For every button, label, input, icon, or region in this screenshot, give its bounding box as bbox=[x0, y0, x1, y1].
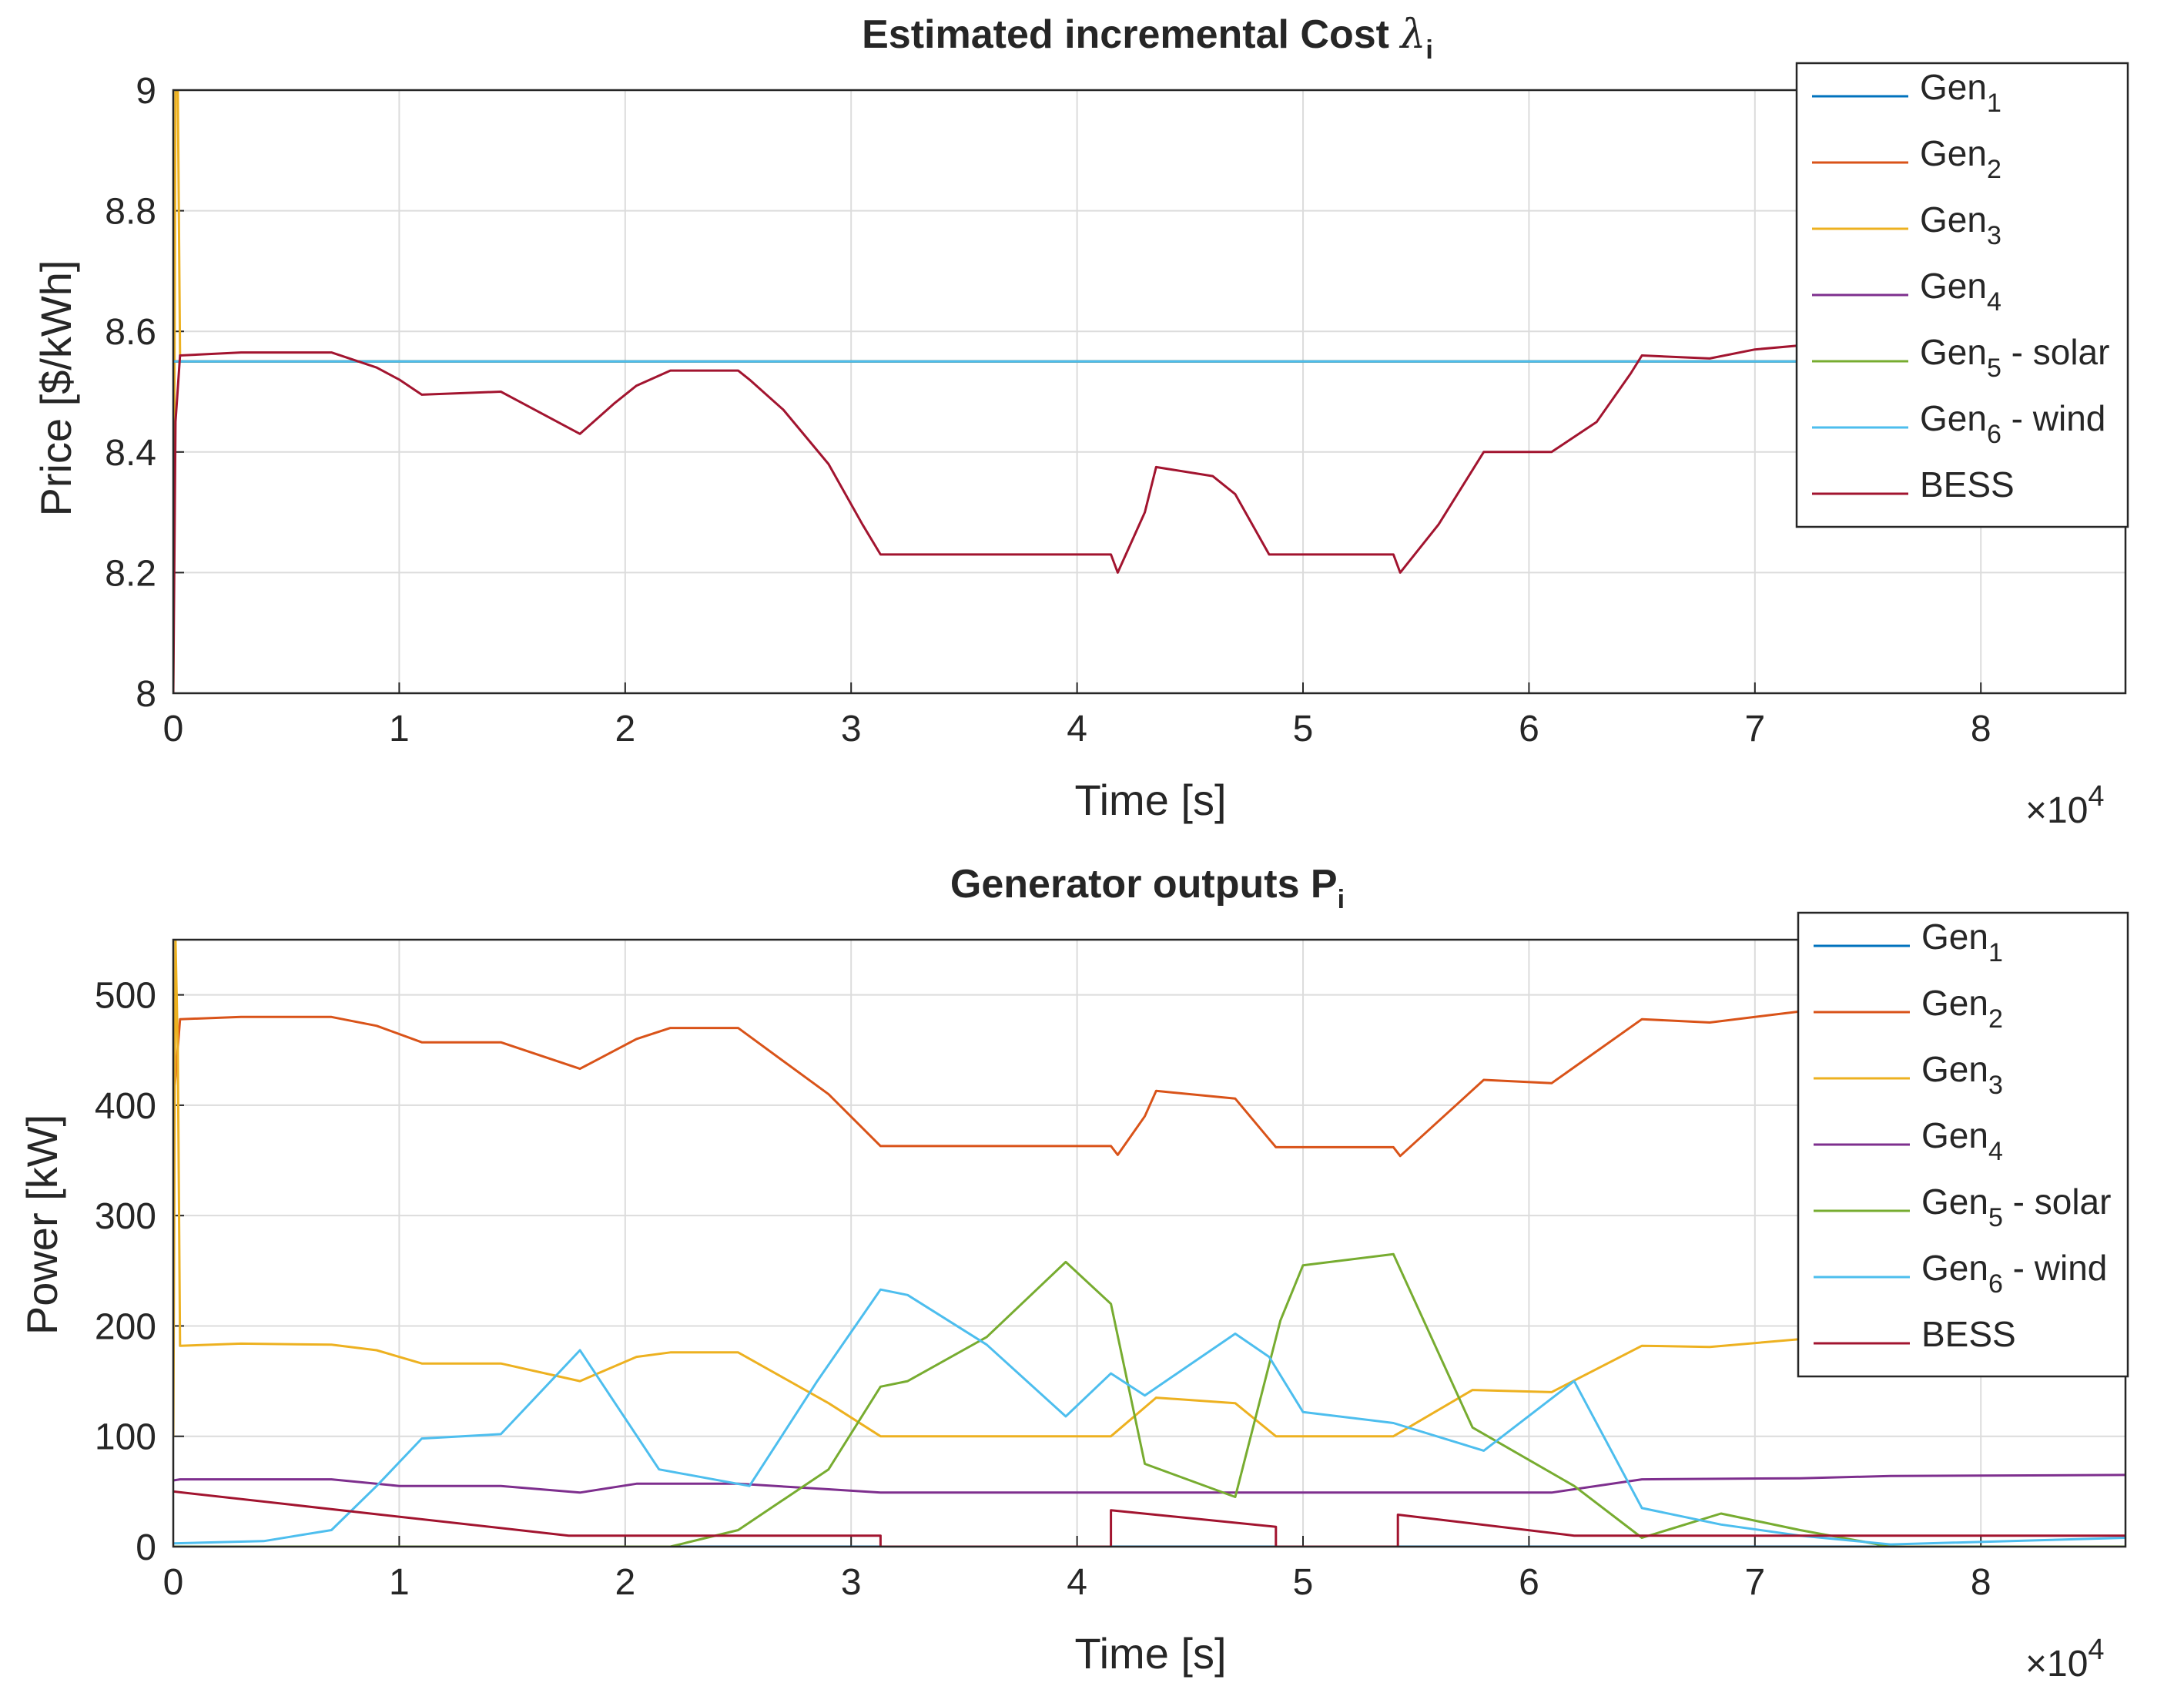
power-legend-entry: Gen6 - wind bbox=[1921, 1248, 2107, 1299]
power-y-tick-label: 500 bbox=[95, 976, 156, 1017]
power-x-multiplier: ×104 bbox=[2025, 1634, 2105, 1685]
price-legend-entry: Gen2 bbox=[1920, 133, 2001, 184]
power-x-tick-label: 0 bbox=[163, 1562, 184, 1603]
price-y-axis-label: Price [$/kWh] bbox=[32, 260, 80, 517]
power-legend-entry: Gen5 - solar bbox=[1921, 1182, 2111, 1232]
lambda-symbol: λ bbox=[1398, 12, 1425, 58]
power-legend-entry: Gen1 bbox=[1921, 917, 2003, 967]
power-y-tick-label: 200 bbox=[95, 1306, 156, 1347]
power-x-tick-label: 1 bbox=[389, 1562, 410, 1603]
price-legend-entry: Gen5 - solar bbox=[1920, 332, 2109, 383]
power-x-tick-label: 7 bbox=[1744, 1562, 1765, 1603]
price-chart-title: Estimated incremental Cost λi bbox=[862, 12, 1433, 65]
power-series-gen6-line bbox=[173, 1288, 2125, 1546]
power-x-tick-label: 2 bbox=[615, 1562, 635, 1603]
power-series-gen5-line bbox=[173, 1252, 2125, 1547]
power-chart: Generator outputs Pi 0 1 2 3 4 5 6 7 8 0 100 200 300… bbox=[18, 862, 2129, 1685]
price-x-axis-label: Time [s] bbox=[1074, 776, 1226, 824]
price-legend-entry: Gen1 bbox=[1920, 67, 2001, 118]
power-series-gen3-line bbox=[173, 940, 2125, 1438]
power-y-tick-label: 300 bbox=[95, 1196, 156, 1237]
price-x-multiplier: ×104 bbox=[2025, 780, 2105, 831]
price-x-tick-label: 5 bbox=[1293, 709, 1314, 749]
price-x-tick-label: 0 bbox=[163, 709, 184, 749]
power-series-gen4-line bbox=[173, 1473, 2125, 1494]
price-legend-entry: Gen4 bbox=[1920, 266, 2001, 317]
power-x-tick-label: 4 bbox=[1067, 1562, 1087, 1603]
price-x-tick-label: 7 bbox=[1744, 709, 1765, 749]
power-legend: Gen1 Gen2 Gen3 Gen4 Gen5 - solar Gen6 - wind B… bbox=[1797, 911, 2129, 1378]
price-y-tick-label: 8.6 bbox=[105, 312, 156, 353]
power-y-tick-label: 400 bbox=[95, 1086, 156, 1127]
price-x-tick-label: 4 bbox=[1067, 709, 1087, 749]
power-legend-entry: BESS bbox=[1921, 1314, 2016, 1354]
power-y-axis-label: Power [kW] bbox=[18, 1115, 66, 1335]
power-series-gen2-line bbox=[173, 1007, 2125, 1158]
price-legend: Gen1 Gen2 Gen3 Gen4 Gen5 - solar Gen6 - wind B… bbox=[1795, 62, 2129, 528]
price-y-tick-label: 8.4 bbox=[105, 433, 156, 474]
title-subscript: i bbox=[1425, 35, 1432, 65]
price-x-tick-label: 6 bbox=[1519, 709, 1539, 749]
power-legend-entry: Gen3 bbox=[1921, 1049, 2003, 1100]
price-legend-entry: BESS bbox=[1920, 464, 2015, 505]
power-legend-entry: Gen4 bbox=[1921, 1115, 2003, 1166]
price-y-tick-label: 8 bbox=[136, 674, 156, 715]
price-legend-entry: Gen3 bbox=[1920, 199, 2001, 250]
price-x-tick-label: 1 bbox=[389, 709, 410, 749]
price-y-tick-label: 8.8 bbox=[105, 192, 156, 233]
power-x-tick-label: 3 bbox=[841, 1562, 862, 1603]
power-y-tick-label: 100 bbox=[95, 1417, 156, 1458]
price-x-tick-label: 3 bbox=[841, 709, 862, 749]
power-x-tick-label: 6 bbox=[1519, 1562, 1539, 1603]
power-series-bess-line bbox=[173, 1490, 2125, 1547]
power-x-tick-label: 8 bbox=[1971, 1562, 1991, 1603]
power-x-axis-label: Time [s] bbox=[1074, 1629, 1226, 1678]
price-y-tick-label: 8.2 bbox=[105, 553, 156, 594]
price-series-gen3-line bbox=[173, 90, 182, 693]
power-chart-title: Generator outputs Pi bbox=[950, 862, 1345, 914]
price-x-tick-label: 8 bbox=[1971, 709, 1991, 749]
power-legend-entry: Gen2 bbox=[1921, 983, 2003, 1034]
power-x-tick-label: 5 bbox=[1293, 1562, 1314, 1603]
price-series-bess-line bbox=[173, 342, 2125, 693]
title-subscript: i bbox=[1338, 885, 1345, 914]
price-chart: Estimated incremental Cost λi 0 1 2 3 4 5 6 7 8 8… bbox=[32, 12, 2129, 831]
price-x-tick-label: 2 bbox=[615, 709, 635, 749]
price-y-tick-label: 9 bbox=[136, 71, 156, 112]
price-legend-entry: Gen6 - wind bbox=[1920, 398, 2105, 449]
power-y-tick-label: 0 bbox=[136, 1527, 156, 1568]
